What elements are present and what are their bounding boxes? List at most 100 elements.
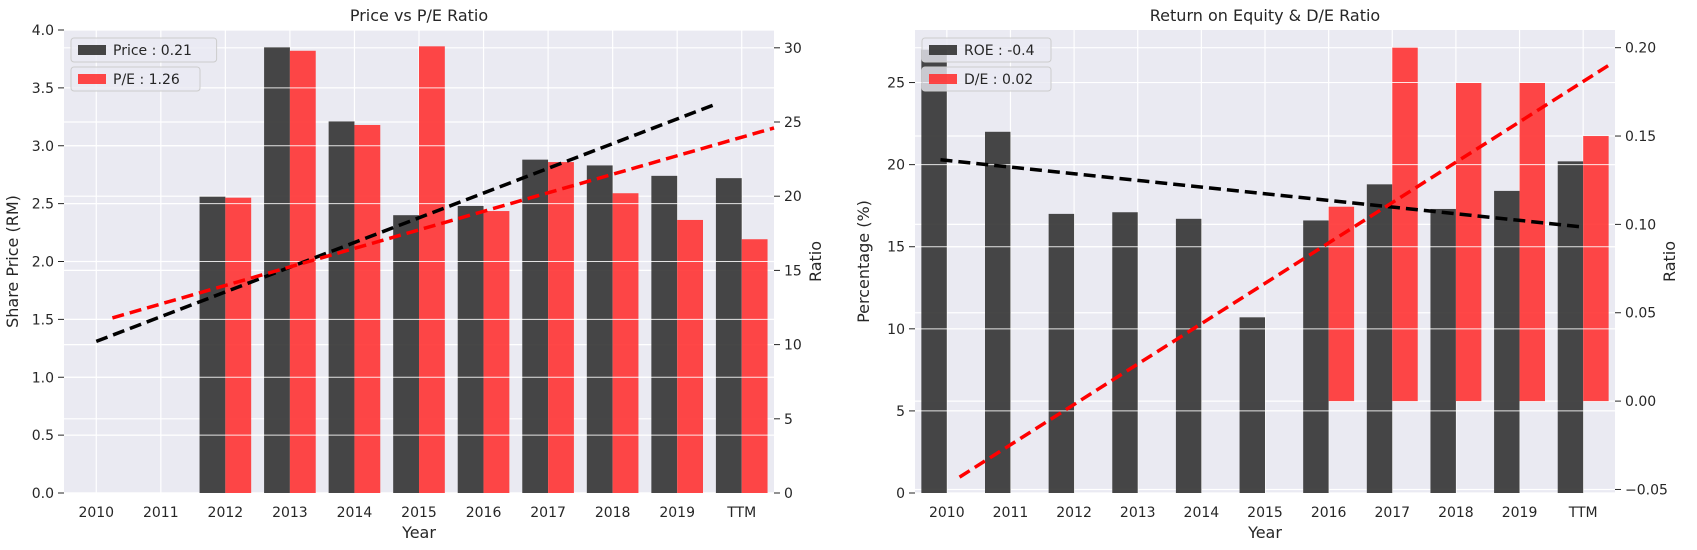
y-tick-label: 1.5: [32, 312, 54, 328]
bar-pe-2019: [677, 219, 703, 493]
y-tick-label: 5: [896, 404, 905, 420]
bar-price-2018: [586, 165, 613, 494]
y-tick-label: 2.0: [32, 255, 54, 271]
bar-price-2012: [199, 196, 226, 493]
bar-pe-2014: [354, 124, 381, 493]
legend-swatch: [929, 45, 957, 55]
y2-tick-label: 25: [784, 115, 802, 131]
x-tick-label: 2019: [659, 505, 695, 521]
bar-de-2019: [1519, 83, 1545, 402]
bar-roe-2011: [985, 131, 1011, 494]
bar-pe-2015: [419, 46, 445, 493]
y2-tick-label: 0.10: [1625, 217, 1656, 233]
x-tick-label: TTM: [1568, 505, 1598, 521]
bar-price-2016: [457, 205, 484, 493]
x-tick-label: 2010: [929, 505, 965, 521]
bar-de-2018: [1455, 83, 1482, 402]
bar-price-2015: [393, 215, 419, 493]
x-tick-label: 2013: [272, 505, 308, 521]
y-tick-label: 2.5: [32, 197, 54, 213]
bar-de-ttm: [1583, 136, 1609, 402]
y2-tick-label: 30: [784, 41, 802, 57]
x-tick-label: 2017: [530, 505, 566, 521]
y2-tick-label: 0.20: [1625, 41, 1656, 57]
y-tick-label: 3.0: [32, 139, 54, 155]
y-axis-label: Percentage (%): [854, 200, 873, 323]
x-tick-label: 2012: [1056, 505, 1092, 521]
y2-tick-label: 0: [784, 486, 793, 502]
trendline-de: [958, 63, 1610, 479]
bar-price-ttm: [715, 178, 742, 493]
y-axis-label: Share Price (RM): [3, 195, 22, 328]
y2-axis-label: Ratio: [806, 241, 825, 282]
bar-roe-2016: [1303, 220, 1329, 493]
x-tick-label: 2019: [1502, 505, 1538, 521]
chart-2: 0 5 10 15 20 25 −0.05 0.00 0.05 0.10 0.15 0.20 2010 2…: [854, 6, 1679, 542]
bar-roe-2019: [1494, 190, 1520, 494]
y-tick-label: 0.5: [32, 428, 54, 444]
y-tick-label: 15: [887, 240, 905, 256]
bar-price-2014: [328, 121, 355, 493]
x-tick-label: 2018: [1438, 505, 1474, 521]
x-tick-label: 2015: [1247, 505, 1283, 521]
y2-tick-label: 20: [784, 189, 802, 205]
y2-tick-label: 5: [784, 412, 793, 428]
y-tick-label: 0: [896, 486, 905, 502]
y-tick-label: 10: [887, 322, 905, 338]
y2-axis-label: Ratio: [1660, 241, 1679, 282]
x-tick-label: 2016: [1311, 505, 1347, 521]
chart-title: Return on Equity & D/E Ratio: [1150, 6, 1380, 25]
bar-pe-2013: [289, 50, 316, 494]
bar-price-2017: [522, 159, 549, 493]
bar-roe-2018: [1430, 208, 1456, 493]
x-tick-label: TTM: [726, 505, 756, 521]
x-axis-label: Year: [401, 523, 436, 542]
y2-tick-label: 0.15: [1625, 129, 1656, 145]
bar-pe-ttm: [741, 239, 768, 493]
x-tick-label: 2017: [1374, 505, 1410, 521]
x-tick-label: 2011: [143, 505, 179, 521]
bar-pe-2012: [225, 197, 252, 494]
chart-title: Price vs P/E Ratio: [350, 6, 488, 25]
y2-tick-label: 15: [784, 263, 802, 279]
x-tick-label: 2016: [466, 505, 502, 521]
y-tick-label: 0.0: [32, 486, 54, 502]
bar-price-2019: [651, 175, 678, 493]
bar-roe-2017: [1366, 184, 1393, 494]
y2-tick-label: 0.05: [1625, 306, 1656, 322]
legend-box: [921, 37, 1052, 63]
x-tick-label: 2011: [993, 505, 1029, 521]
legend-label: P/E : 1.26: [113, 72, 180, 88]
y-tick-label: 25: [887, 76, 905, 92]
chart-1: 0.0 0.5 1.0 1.5 2.0 2.5 3.0 3.5 4.0 0 5 10 15 20 25 30 2…: [3, 6, 825, 542]
bar-roe-2015: [1239, 317, 1265, 493]
legend-swatch: [929, 74, 957, 84]
legend-swatch: [78, 45, 106, 55]
legend-box: [921, 66, 1052, 92]
y2-tick-label: 0.00: [1625, 394, 1656, 410]
x-tick-label: 2012: [208, 505, 244, 521]
legend-label: Price : 0.21: [113, 43, 192, 59]
legend-box: [70, 37, 218, 63]
x-tick-label: 2010: [78, 505, 114, 521]
y-tick-label: 4.0: [32, 23, 54, 39]
x-axis-label: Year: [1247, 523, 1282, 542]
bar-pe-2018: [612, 193, 639, 493]
x-tick-label: 2013: [1120, 505, 1156, 521]
bar-pe-2017: [548, 162, 574, 493]
x-tick-label: 2014: [337, 505, 373, 521]
y-tick-label: 3.5: [32, 81, 54, 97]
legend-label: ROE : -0.4: [964, 43, 1035, 59]
bar-roe-2010: [921, 49, 947, 494]
bar-roe-2013: [1112, 212, 1138, 493]
y-tick-label: 1.0: [32, 370, 54, 386]
legend-label: D/E : 0.02: [964, 72, 1033, 88]
y-tick-label: 20: [887, 158, 905, 174]
bar-roe-2012: [1048, 213, 1075, 493]
bar-roe-2014: [1175, 218, 1202, 493]
bar-de-2017: [1392, 47, 1418, 402]
y2-tick-label: 10: [784, 338, 802, 354]
x-tick-label: 2014: [1184, 505, 1220, 521]
trendline-pe: [111, 126, 775, 320]
